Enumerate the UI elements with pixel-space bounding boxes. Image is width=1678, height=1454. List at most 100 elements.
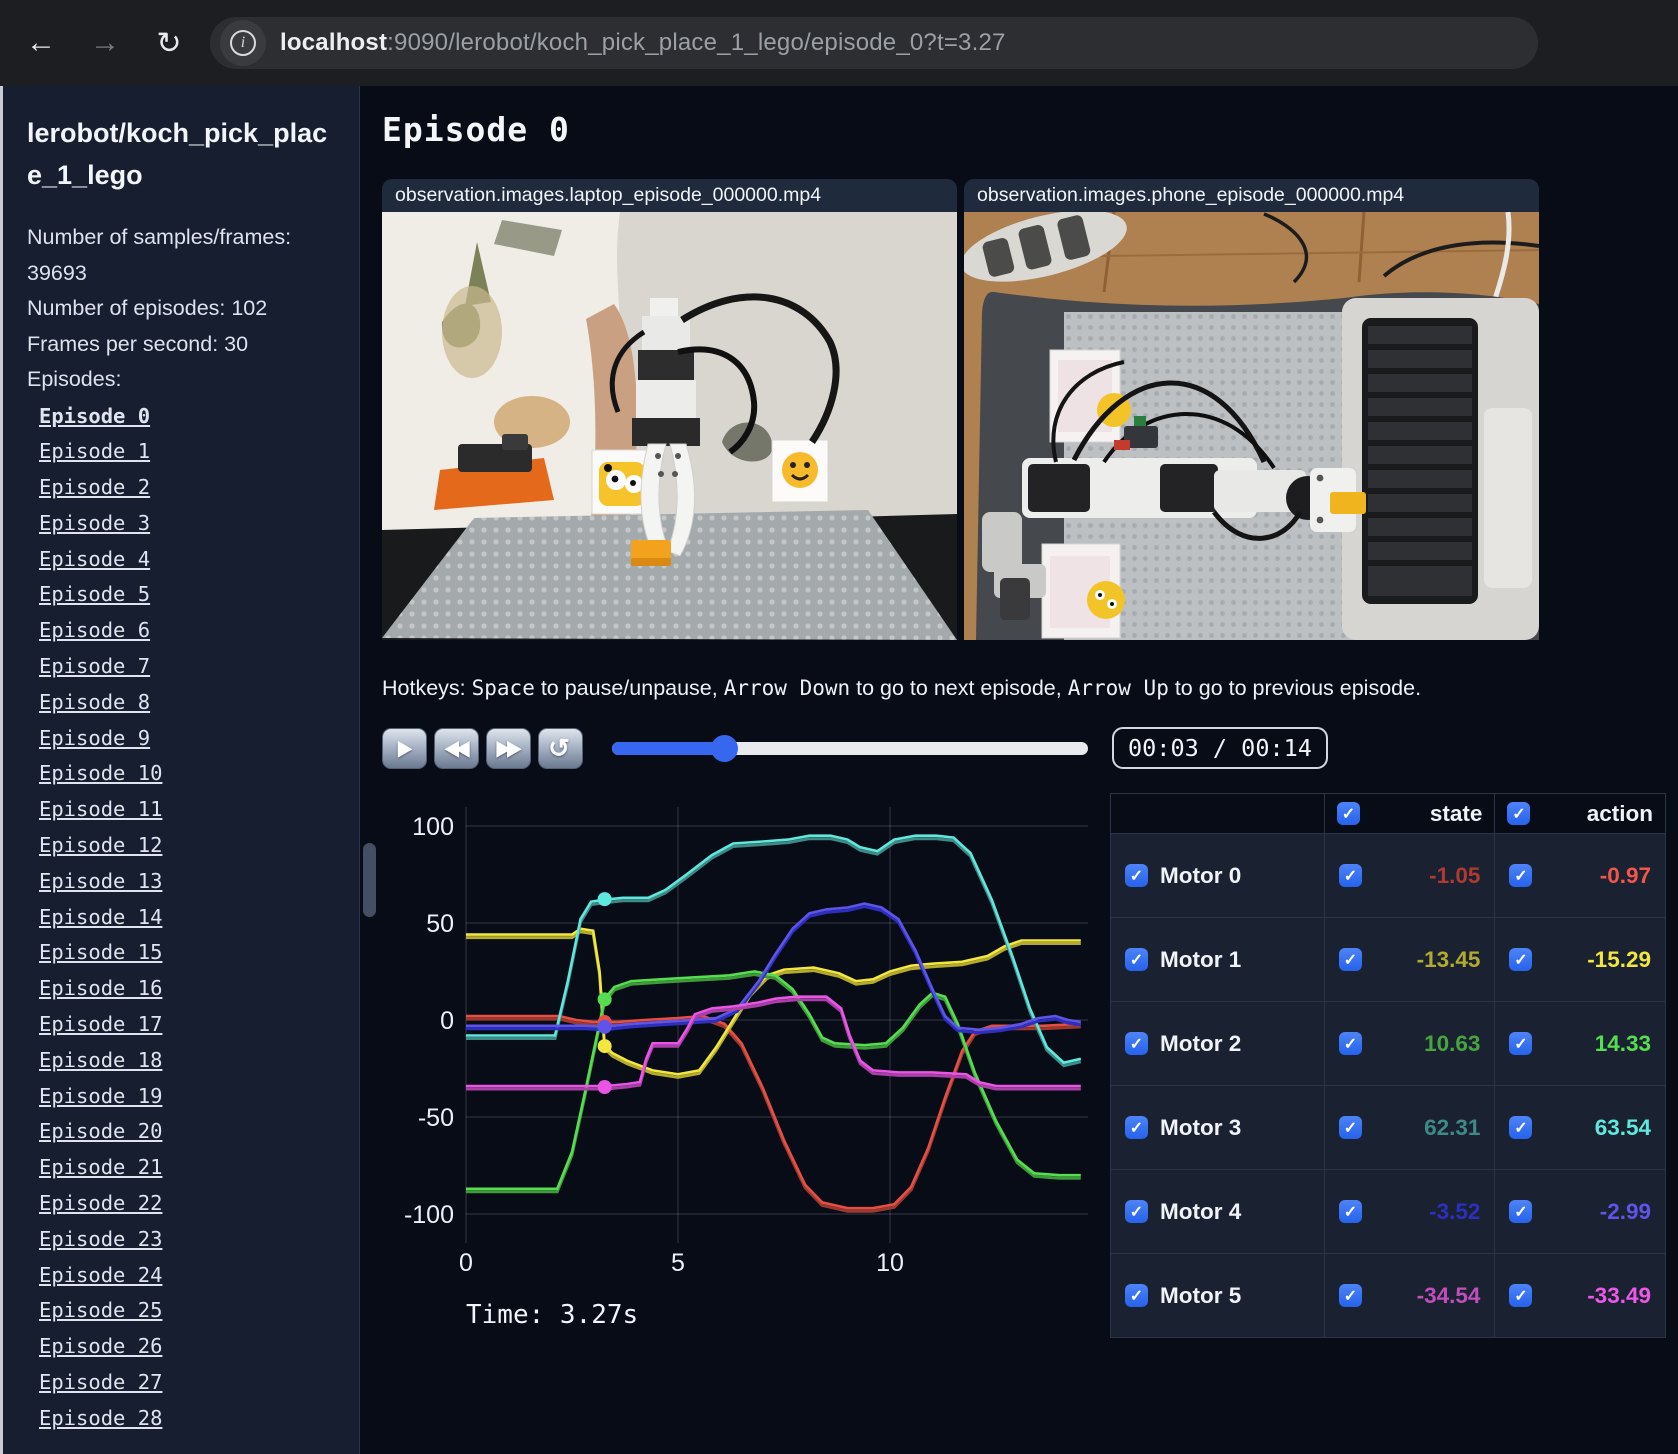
motor-label: Motor 4: [1160, 1198, 1242, 1224]
episode-list-item: Episode 6: [27, 614, 335, 650]
play-button[interactable]: ▶: [382, 727, 427, 769]
seek-slider[interactable]: [612, 734, 1088, 762]
cursor-dot: [597, 1080, 612, 1095]
series-group: [466, 834, 1082, 1213]
episode-list-item: Episode 3: [27, 507, 335, 543]
action-header-cell: ✓ action: [1494, 793, 1666, 834]
episode-link[interactable]: Episode 13: [39, 868, 163, 893]
episode-link[interactable]: Episode 27: [39, 1370, 163, 1395]
episode-link[interactable]: Episode 28: [39, 1405, 163, 1430]
back-arrow-icon[interactable]: ←: [26, 26, 56, 59]
episode-link[interactable]: Episode 6: [39, 618, 151, 643]
rewind-button[interactable]: ◀◀: [434, 727, 479, 769]
loop-button[interactable]: ↺: [538, 727, 583, 769]
y-tick-label: 50: [426, 910, 454, 938]
episode-link[interactable]: Episode 4: [39, 546, 151, 571]
reload-icon[interactable]: ↻: [156, 26, 182, 60]
video-phone[interactable]: [964, 212, 1539, 640]
episode-link[interactable]: Episode 9: [39, 725, 151, 750]
episode-link[interactable]: Episode 19: [39, 1083, 163, 1108]
episode-list-item: Episode 14: [27, 901, 335, 937]
series-action-line: [466, 1014, 1081, 1210]
state-header-label: state: [1429, 800, 1483, 826]
rewind-icon: ◀◀: [444, 735, 469, 761]
fast-forward-button[interactable]: ▶▶: [486, 727, 531, 769]
episode-link[interactable]: Episode 26: [39, 1334, 163, 1359]
loop-icon: ↺: [548, 732, 570, 763]
state-all-checkbox[interactable]: ✓: [1336, 802, 1360, 825]
video-label-phone: observation.images.phone_episode_000000.…: [964, 179, 1539, 212]
episode-link[interactable]: Episode 24: [39, 1262, 163, 1287]
episode-link[interactable]: Episode 20: [39, 1119, 163, 1144]
scrollbar-thumb[interactable]: [363, 843, 376, 917]
video-laptop[interactable]: [382, 212, 957, 640]
episode-link[interactable]: Episode 8: [39, 689, 151, 714]
episode-link[interactable]: Episode 7: [39, 654, 151, 679]
action-all-checkbox[interactable]: ✓: [1507, 802, 1531, 825]
action-checkbox[interactable]: ✓: [1509, 948, 1533, 971]
episode-link[interactable]: Episode 18: [39, 1047, 163, 1072]
episode-list-item: Episode 25: [27, 1294, 335, 1330]
y-tick-label: 0: [440, 1007, 454, 1035]
episode-list-item: Episode 19: [27, 1080, 335, 1116]
url-text[interactable]: localhost:9090/lerobot/koch_pick_place_1…: [280, 29, 1006, 57]
episode-link[interactable]: Episode 23: [39, 1226, 163, 1251]
page-title: Episode 0: [382, 110, 570, 149]
site-info-icon[interactable]: i: [220, 20, 266, 66]
motor-checkbox[interactable]: ✓: [1125, 1032, 1148, 1055]
state-checkbox[interactable]: ✓: [1338, 864, 1362, 887]
episode-link[interactable]: Episode 2: [39, 475, 151, 500]
episode-list-item: Episode 0: [27, 400, 335, 436]
cursor-dot: [597, 992, 612, 1007]
state-checkbox[interactable]: ✓: [1338, 1284, 1362, 1307]
episode-link[interactable]: Episode 1: [39, 439, 151, 464]
episode-list-item: Episode 1: [27, 435, 335, 471]
forward-arrow-icon[interactable]: →: [90, 26, 120, 59]
episode-link[interactable]: Episode 12: [39, 833, 163, 858]
episode-list-item: Episode 24: [27, 1259, 335, 1295]
episode-link[interactable]: Episode 15: [39, 940, 163, 965]
episode-link[interactable]: Episode 3: [39, 510, 151, 535]
action-checkbox[interactable]: ✓: [1509, 864, 1533, 887]
url-bar[interactable]: i localhost:9090/lerobot/koch_pick_place…: [210, 17, 1538, 69]
state-checkbox[interactable]: ✓: [1338, 948, 1362, 971]
episode-link[interactable]: Episode 10: [39, 761, 163, 786]
episode-link[interactable]: Episode 25: [39, 1298, 163, 1323]
state-checkbox[interactable]: ✓: [1338, 1116, 1362, 1139]
video-label-laptop: observation.images.laptop_episode_000000…: [382, 179, 957, 212]
action-checkbox[interactable]: ✓: [1509, 1284, 1533, 1307]
episode-link[interactable]: Episode 16: [39, 976, 163, 1001]
motor-checkbox[interactable]: ✓: [1125, 1116, 1148, 1139]
seek-slider-thumb[interactable]: [710, 734, 738, 762]
main-panel: Episode 0 observation.images.laptop_epis…: [360, 86, 1678, 1454]
episode-link[interactable]: Episode 14: [39, 904, 163, 929]
motor-chart[interactable]: -100 -50 0 50 100 0 5 10 Time: 3.27s: [382, 793, 1094, 1353]
action-checkbox[interactable]: ✓: [1509, 1200, 1533, 1223]
motor-checkbox[interactable]: ✓: [1125, 1200, 1148, 1223]
action-value: -2.99: [1599, 1198, 1651, 1224]
state-value: -3.52: [1429, 1198, 1481, 1224]
motor-checkbox[interactable]: ✓: [1125, 1284, 1148, 1307]
corner-header-cell: [1110, 793, 1325, 834]
fps: Frames per second: 30: [27, 331, 249, 356]
episode-link[interactable]: Episode 11: [39, 797, 163, 822]
motor-checkbox[interactable]: ✓: [1125, 864, 1148, 887]
samples-count: Number of samples/frames: 39693: [27, 225, 292, 285]
episode-list-item: Episode 8: [27, 686, 335, 722]
episode-link[interactable]: Episode 0: [39, 403, 151, 428]
y-tick-label: 100: [412, 813, 454, 841]
episode-list-item: Episode 5: [27, 578, 335, 614]
action-checkbox[interactable]: ✓: [1509, 1032, 1533, 1055]
motor-checkbox[interactable]: ✓: [1125, 948, 1148, 971]
episode-link[interactable]: Episode 21: [39, 1155, 163, 1180]
action-checkbox[interactable]: ✓: [1509, 1116, 1533, 1139]
action-value: 14.33: [1594, 1030, 1651, 1056]
hotkeys-help: Hotkeys: Space to pause/unpause, Arrow D…: [382, 676, 1422, 700]
play-icon: ▶: [397, 735, 413, 761]
state-checkbox[interactable]: ✓: [1338, 1032, 1362, 1055]
episode-link[interactable]: Episode 5: [39, 582, 151, 607]
episode-link[interactable]: Episode 22: [39, 1191, 163, 1216]
motor-row: ✓ Motor 2 ✓ 10.63 ✓ 14.33: [1110, 1001, 1666, 1086]
state-checkbox[interactable]: ✓: [1338, 1200, 1362, 1223]
episode-link[interactable]: Episode 17: [39, 1012, 163, 1037]
